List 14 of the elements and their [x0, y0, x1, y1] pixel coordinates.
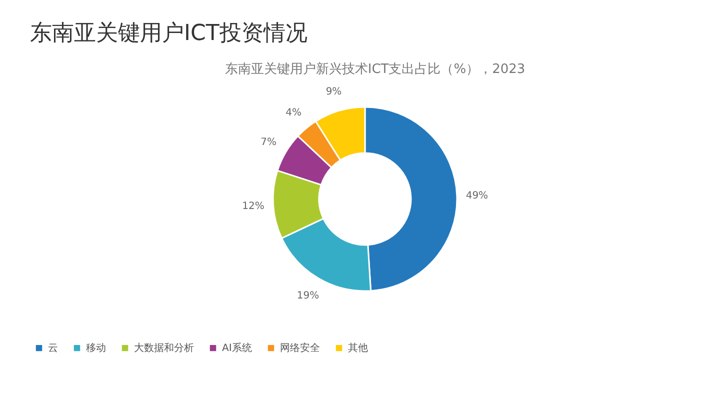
chart-subtitle: 东南亚关键用户新兴技术ICT支出占比（%），2023	[224, 62, 526, 77]
legend-label: 移动	[86, 342, 106, 354]
data-label: 19%	[296, 290, 320, 302]
data-label: 49%	[466, 190, 488, 202]
data-label: 12%	[242, 201, 264, 212]
data-label: 7%	[260, 136, 277, 148]
legend-label: AI系统	[222, 342, 252, 354]
data-label: 4%	[286, 108, 302, 119]
legend-label: 云	[48, 343, 58, 354]
legend-label: 网络安全	[280, 342, 320, 354]
legend-label: 大数据和分析	[134, 342, 194, 354]
data-label: 9%	[326, 86, 342, 98]
chart-title: 东南亚关键用户ICT投资情况	[30, 21, 308, 46]
legend-label: 其他	[348, 342, 368, 354]
